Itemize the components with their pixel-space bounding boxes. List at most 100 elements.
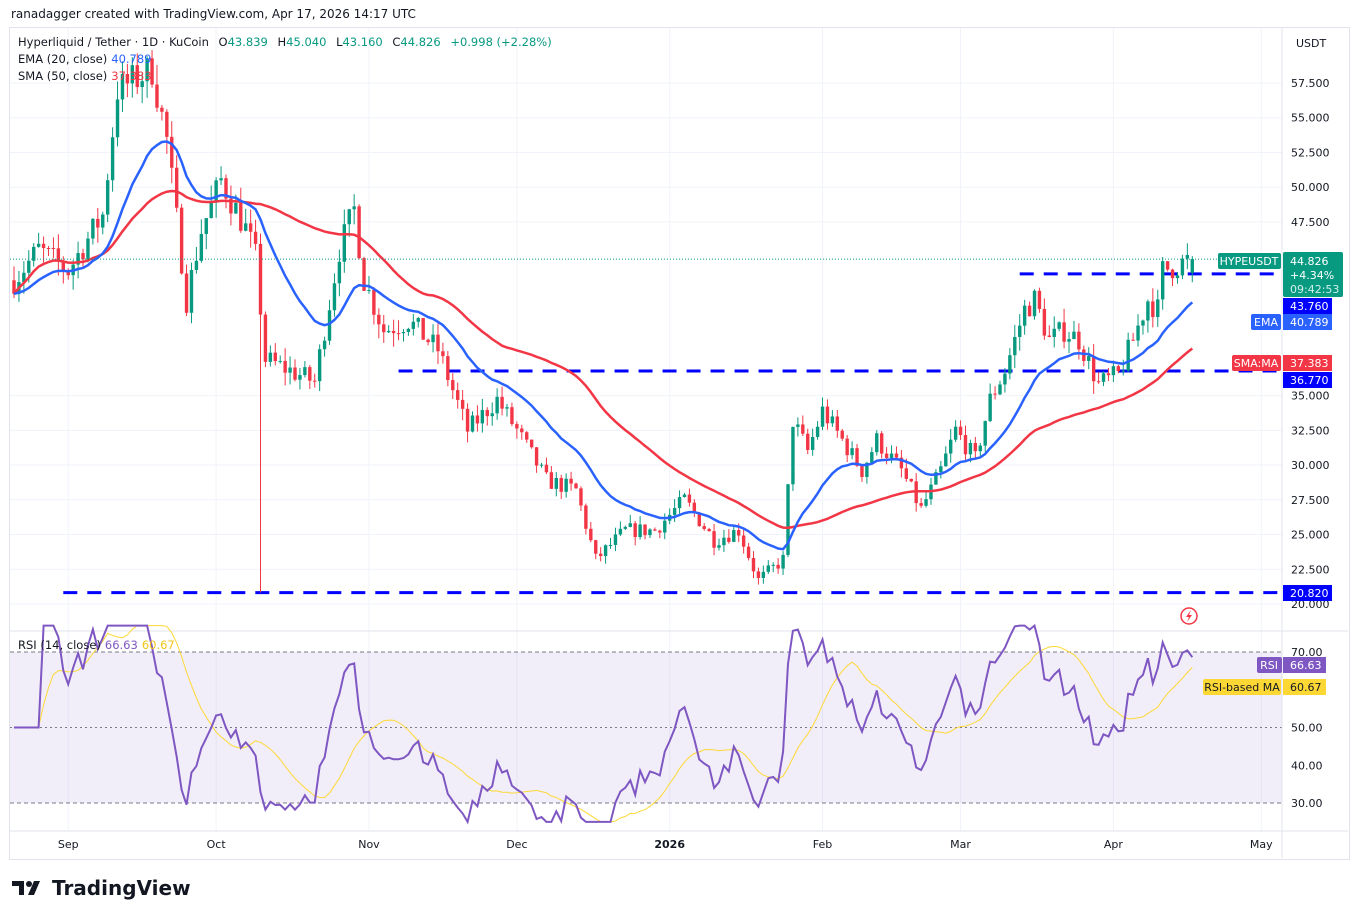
ohlc-low: L43.160 (336, 35, 383, 49)
rsi-tick-label: 50.00 (1291, 722, 1323, 735)
symbol-title: Hyperliquid / Tether · 1D · KuCoin (18, 35, 209, 49)
sma-legend[interactable]: SMA (50, close) 37.383 (18, 69, 152, 83)
candle-body (850, 448, 854, 456)
time-tick-label: Mar (950, 838, 971, 851)
candle-body (682, 494, 687, 498)
candle-body (110, 137, 115, 181)
candle-body (411, 321, 416, 329)
candle-body (653, 529, 657, 531)
candle-body (268, 352, 273, 362)
candle-body (968, 442, 973, 455)
candle-body (66, 270, 70, 276)
candle-body (451, 380, 455, 391)
candle-body (32, 246, 36, 261)
candle-body (973, 442, 978, 452)
candle-body (308, 367, 312, 381)
candle-body (1072, 331, 1076, 340)
candle-body (608, 544, 613, 546)
candle-body (490, 413, 494, 417)
time-tick-label: Oct (207, 838, 227, 851)
candle-body (337, 261, 342, 284)
candle-body (322, 340, 327, 350)
rsi-legend[interactable]: RSI (14, close) 66.63 60.67 (18, 638, 175, 652)
candle-body (643, 524, 647, 536)
candle-body (953, 426, 958, 440)
candle-body (801, 424, 805, 434)
candle-body (1087, 355, 1091, 361)
candle-body (1170, 269, 1175, 279)
candle-body (145, 58, 149, 82)
candle-body (855, 448, 859, 466)
candle-body (840, 430, 844, 439)
candle-body (732, 530, 736, 542)
candle-body (998, 384, 1002, 395)
svg-text:20.820: 20.820 (1290, 587, 1329, 600)
svg-text:EMA: EMA (1254, 316, 1278, 329)
ohlc-open: O43.839 (218, 35, 268, 49)
candle-body (125, 73, 130, 84)
candle-body (613, 534, 618, 545)
candle-body (618, 528, 623, 535)
candle-body (342, 224, 347, 262)
symbol-legend[interactable]: Hyperliquid / Tether · 1D · KuCoin O43.8… (18, 35, 552, 49)
flash-alert-icon[interactable] (1180, 607, 1198, 625)
svg-text:60.67: 60.67 (1290, 681, 1322, 694)
price-tick-label: 50.000 (1291, 181, 1330, 194)
candle-body (761, 571, 766, 578)
candle-body (1121, 370, 1125, 372)
candle-body (160, 107, 164, 112)
candle-body (1106, 373, 1111, 376)
candle-body (1180, 258, 1185, 276)
svg-text:36.770: 36.770 (1290, 374, 1329, 387)
candle-body (529, 439, 534, 448)
candle-body (288, 367, 292, 373)
currency-selector[interactable]: USDT (1296, 37, 1327, 50)
candle-body (815, 426, 820, 437)
candle-body (712, 531, 716, 548)
candle-body (1013, 337, 1017, 356)
candle-body (165, 111, 169, 137)
candle-body (332, 283, 337, 311)
candle-body (781, 554, 785, 569)
candle-body (1190, 259, 1194, 273)
candle-body (120, 73, 125, 100)
price-tick-label: 27.500 (1291, 494, 1330, 507)
candle-body (564, 478, 568, 492)
candle-body (179, 207, 184, 274)
candle-body (598, 553, 603, 557)
candle-body (352, 206, 356, 210)
candle-body (820, 406, 825, 427)
candle-body (357, 206, 361, 259)
level-label-36770: 36.770 (1283, 372, 1332, 388)
candle-body (1111, 366, 1116, 376)
svg-text:HYPEUSDT: HYPEUSDT (1220, 255, 1279, 268)
candle-body (426, 339, 430, 343)
candle-body (1185, 254, 1190, 259)
tradingview-logo-icon (12, 881, 40, 895)
candle-body (1037, 290, 1042, 309)
candle-body (480, 410, 485, 424)
candle-body (406, 328, 411, 333)
candle-body (825, 406, 830, 424)
logo-text: TradingView (52, 876, 191, 900)
candle-body (91, 218, 95, 239)
candle-body (194, 260, 199, 271)
time-tick-label: 2026 (654, 838, 685, 851)
candle-body (949, 439, 953, 454)
candle-body (707, 528, 711, 532)
tradingview-logo[interactable]: TradingView (12, 876, 191, 900)
candle-body (485, 410, 489, 417)
ema-label: EMA 40.789 (1251, 314, 1332, 330)
candle-body (697, 512, 701, 527)
candle-body (830, 416, 835, 424)
candle-body (27, 260, 31, 273)
candle-body (884, 453, 889, 459)
ema-legend[interactable]: EMA (20, close) 40.789 (18, 52, 152, 66)
candle-body (796, 424, 800, 427)
candle-body (1052, 328, 1056, 337)
candle-body (224, 178, 228, 199)
candle-body (327, 310, 332, 341)
candle-body (1062, 322, 1066, 342)
